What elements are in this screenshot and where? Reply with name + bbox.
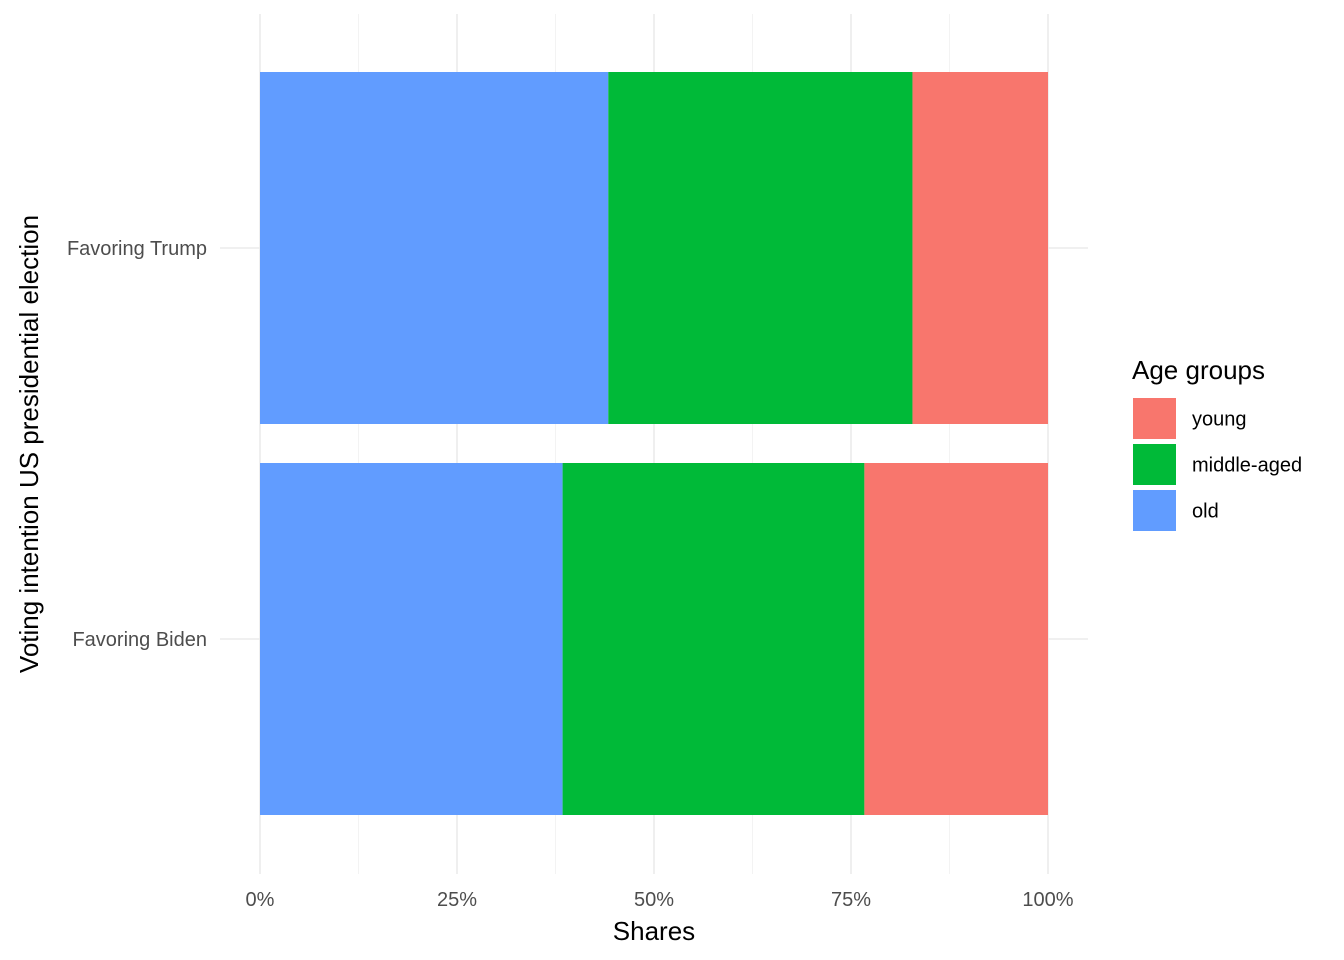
x-tick-label: 75% xyxy=(831,889,871,911)
bar-middle-aged-favoring-biden xyxy=(562,463,865,815)
y-tick-label: Favoring Trump xyxy=(67,238,207,260)
bar-middle-aged-favoring-trump xyxy=(608,72,913,424)
x-tick-label: 0% xyxy=(246,889,275,911)
legend-title: Age groups xyxy=(1132,355,1265,385)
legend: Age groups young middle-aged old xyxy=(1132,355,1302,531)
x-tick-label: 100% xyxy=(1022,889,1073,911)
y-axis-ticks: Favoring Trump Favoring Biden xyxy=(67,238,207,651)
bar-old-favoring-biden xyxy=(260,463,563,815)
legend-label: old xyxy=(1192,501,1219,523)
x-tick-label: 25% xyxy=(437,889,477,911)
bar-young-favoring-biden xyxy=(864,463,1048,815)
legend-key-young xyxy=(1133,398,1176,439)
legend-key-middle-aged xyxy=(1133,444,1176,485)
y-axis-title: Voting intention US presidential electio… xyxy=(14,215,44,673)
x-axis-ticks: 0% 25% 50% 75% 100% xyxy=(246,889,1074,911)
legend-items: young middle-aged old xyxy=(1133,398,1302,531)
bar-young-favoring-trump xyxy=(912,72,1048,424)
x-axis-title: Shares xyxy=(613,916,695,946)
y-tick-label: Favoring Biden xyxy=(72,629,207,651)
legend-label: middle-aged xyxy=(1192,455,1302,477)
x-tick-label: 50% xyxy=(634,889,674,911)
bars xyxy=(260,72,1048,815)
bar-old-favoring-trump xyxy=(260,72,609,424)
legend-key-old xyxy=(1133,490,1176,531)
legend-label: young xyxy=(1192,409,1247,431)
